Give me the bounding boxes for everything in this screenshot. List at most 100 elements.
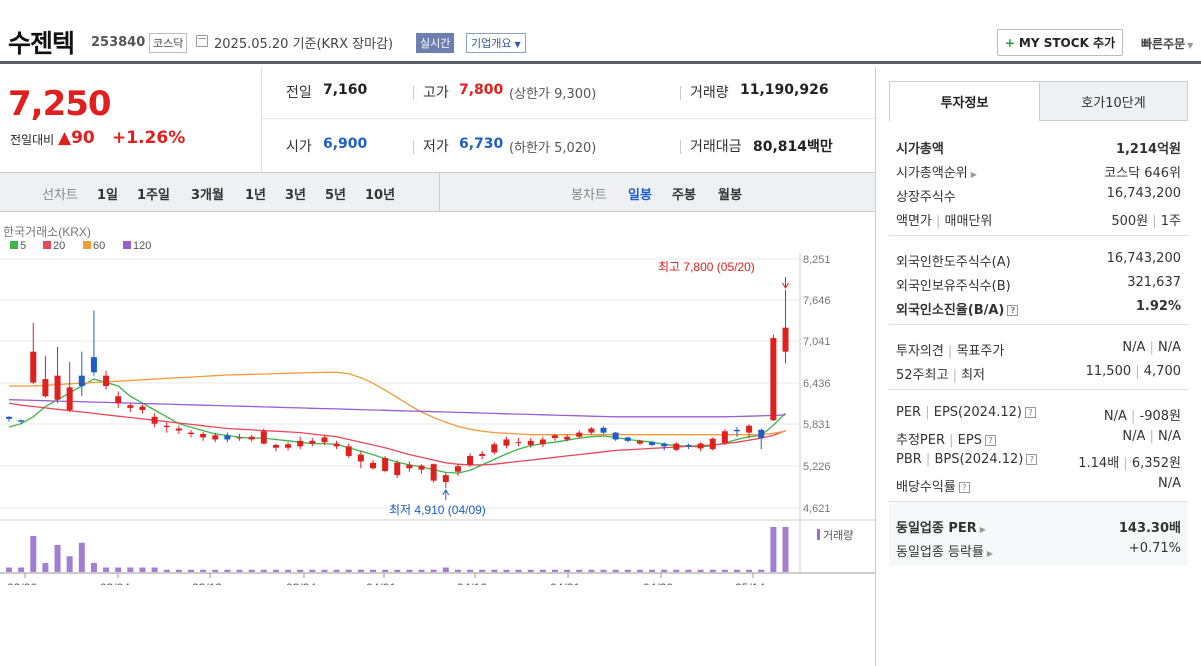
y-tick-label: 6,436	[803, 378, 831, 390]
help-icon[interactable]: ?	[1007, 305, 1019, 316]
candle-body	[103, 375, 110, 386]
y-tick-label: 4,621	[803, 503, 831, 515]
volume-bar	[42, 563, 49, 572]
help-icon[interactable]: ?	[984, 435, 996, 446]
triangle-up-icon: ▲	[58, 128, 72, 148]
sector-chg-label[interactable]: 동일업종 등락률 ▶	[896, 541, 993, 560]
candle-monthly[interactable]: 월봉	[718, 188, 742, 203]
period-1w[interactable]: 1주일	[137, 188, 170, 203]
min-annotation: 최저 4,910 (04/09)	[389, 503, 486, 517]
volume-bar	[685, 569, 692, 572]
foreign-limit-value: 16,743,200	[1106, 251, 1181, 266]
volume-bar	[345, 569, 352, 572]
candle-body	[479, 453, 486, 456]
candle-body	[66, 387, 73, 410]
price-change-pct: +1.26%	[112, 128, 186, 148]
tab-investment-info[interactable]: 투자정보	[889, 81, 1040, 121]
x-tick-label: 05/14	[735, 581, 765, 585]
company-overview-dropdown[interactable]: 기업개요 ▼	[466, 33, 526, 53]
max-annotation: 최고 7,800 (05/20)	[658, 260, 755, 274]
ma-line-20	[8, 402, 786, 466]
volume-bar	[758, 569, 765, 572]
shares-label: 상장주식수	[896, 190, 956, 205]
volume-bar	[115, 567, 122, 572]
volume-bar	[515, 569, 522, 572]
tab-order-book[interactable]: 호가10단계	[1039, 81, 1188, 121]
volume-bar	[503, 569, 510, 572]
high-label: 고가	[423, 85, 449, 101]
price-chart[interactable]: 한국거래소(KRX) 5 20 60 120 8,251 7,646 7,041 6,436…	[0, 215, 875, 585]
base-date: 2025.05.20 기준(KRX 장마감)	[214, 37, 394, 52]
candle-body	[758, 429, 765, 439]
w52-label: 52주최고 | 최저	[896, 368, 986, 383]
target-text: 목표주가	[956, 344, 1005, 359]
volume-bar	[163, 569, 170, 572]
candle-daily[interactable]: 일봉	[628, 188, 652, 203]
period-5y[interactable]: 5년	[325, 188, 347, 203]
candle-body	[54, 375, 61, 400]
candle-body	[6, 416, 12, 419]
sector-per-text: 동일업종 PER	[896, 521, 977, 536]
period-3y[interactable]: 3년	[285, 188, 307, 203]
volume-bar	[649, 569, 656, 572]
mcap-rank-label[interactable]: 시가총액순위 ▶	[896, 162, 977, 181]
sector-chg-text: 동일업종 등락률	[896, 545, 984, 560]
ma-line-60	[9, 371, 786, 436]
period-1y[interactable]: 1년	[245, 188, 267, 203]
sector-chg-value: +0.71%	[1128, 541, 1181, 556]
quick-order-button[interactable]: 빠른주문 ▼	[1141, 35, 1193, 52]
volume-bar	[151, 567, 158, 572]
est-per-text: 추정PER	[896, 433, 946, 448]
volume-bar	[357, 569, 364, 572]
realtime-button[interactable]: 실시간	[416, 33, 455, 53]
y-tick-label: 5,831	[803, 419, 831, 431]
foreign-ratio-text: 외국인소진율(B/A)	[896, 303, 1005, 318]
trade-unit-label: 매매단위	[944, 214, 993, 229]
est-eps-text: EPS	[957, 433, 982, 448]
volume-legend-label: 거래량	[823, 529, 853, 542]
volume-bar	[454, 569, 461, 572]
low-value: 6,730	[459, 136, 504, 152]
candle-body	[18, 420, 25, 422]
my-stock-add-button[interactable]: + MY STOCK 추가	[997, 29, 1123, 56]
period-3m[interactable]: 3개월	[191, 188, 224, 203]
period-1d[interactable]: 1일	[97, 188, 119, 203]
volume-bar	[382, 569, 389, 572]
x-tick-label: 03/13	[192, 581, 222, 585]
foreign-own-label: 외국인보유주식수(B)	[896, 279, 1011, 294]
ma-legend-label: 120	[133, 240, 151, 252]
x-tick-label: 03/04	[100, 581, 130, 585]
current-price: 7,250	[8, 84, 112, 124]
candle-body	[733, 429, 740, 432]
per-value-text: N/A	[1103, 409, 1127, 424]
candle-body	[272, 444, 279, 448]
help-icon[interactable]: ?	[958, 482, 970, 493]
period-10y[interactable]: 10년	[365, 188, 396, 203]
candle-chart-label: 봉차트	[571, 188, 607, 203]
chevron-down-icon: ▼	[514, 40, 521, 49]
amount-number: 80,814	[753, 139, 808, 155]
volume-bar	[200, 569, 207, 572]
foreign-ratio-label: 외국인소진율(B/A)?	[896, 299, 1019, 318]
candle-body	[515, 442, 522, 444]
volume-bar	[709, 569, 716, 572]
help-icon[interactable]: ?	[1024, 407, 1036, 418]
stock-name: 수젠텍	[8, 29, 75, 58]
candle-body	[115, 396, 122, 404]
candle-body	[491, 444, 498, 453]
candle-body	[236, 437, 243, 439]
eps-text: EPS(2024.12)	[933, 405, 1022, 420]
y-tick-label: 7,041	[803, 336, 831, 348]
eps-value-text: -908원	[1139, 409, 1181, 424]
sector-per-label[interactable]: 동일업종 PER ▶	[896, 517, 986, 536]
foreign-ratio-value: 1.92%	[1135, 299, 1181, 314]
ma-line-120	[8, 399, 786, 418]
help-icon[interactable]: ?	[1026, 454, 1038, 465]
volume-bar	[721, 569, 728, 572]
candle-body	[503, 439, 510, 446]
price-change: ▲90	[58, 128, 95, 148]
volume-label: 거래량	[690, 85, 729, 101]
candle-weekly[interactable]: 주봉	[672, 188, 696, 203]
volume-bar	[697, 569, 704, 572]
divider	[889, 324, 1188, 325]
